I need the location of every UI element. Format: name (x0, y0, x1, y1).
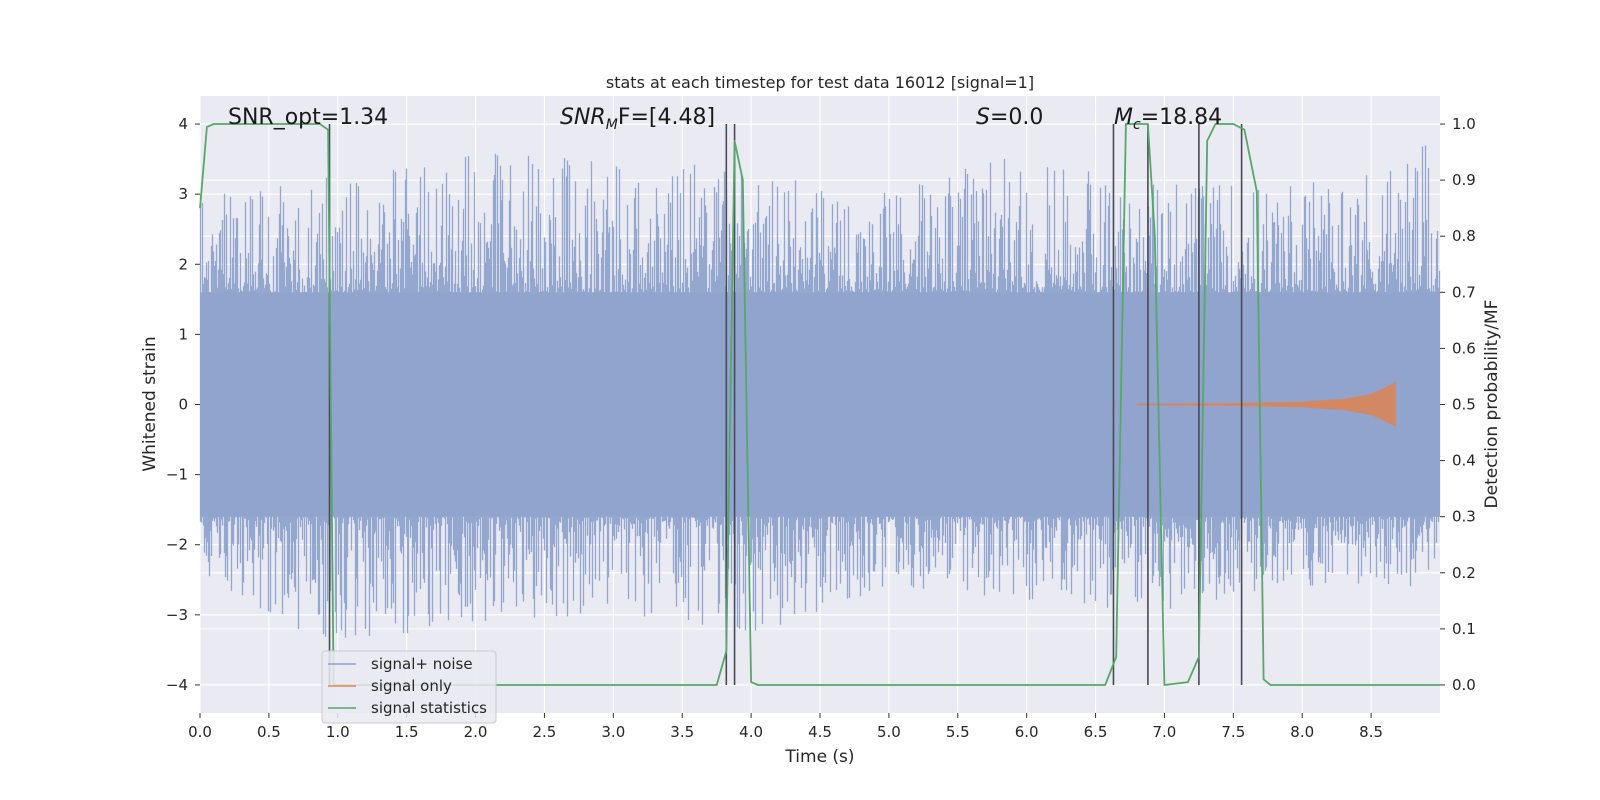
annotation-mc-rest: =18.84 (1141, 105, 1222, 130)
statistics-line (199, 123, 1440, 686)
x-tick-label: 2.5 (533, 723, 557, 741)
chart-title: stats at each timestep for test data 160… (606, 73, 1034, 92)
y-left-tick-label: 2 (178, 255, 188, 273)
annotation-s-main: S (976, 105, 990, 130)
legend: signal+ noise signal only signal statist… (321, 650, 497, 724)
y-right-tick-label: 0.9 (1452, 171, 1476, 189)
x-tick-label: 6.5 (1084, 723, 1108, 741)
y-left-tick-label: 0 (178, 396, 188, 414)
annotation-s: S=0.0 (976, 105, 1043, 130)
annotation-mc: Mc=18.84 (1114, 105, 1222, 133)
y-right-tick-label: 0.3 (1452, 508, 1476, 526)
x-tick-label: 4.0 (739, 723, 763, 741)
y-left-tick-label: −4 (166, 676, 188, 694)
x-tick-label: 1.0 (326, 723, 350, 741)
y-right-tick-label: 0.5 (1452, 396, 1476, 414)
x-tick-label: 1.5 (395, 723, 419, 741)
annotation-s-rest: =0.0 (990, 105, 1043, 130)
vertical-markers (328, 124, 1243, 685)
y-right-tick-label: 0.2 (1452, 564, 1476, 582)
y-axis-right-label: Detection probability/MF (1482, 300, 1502, 509)
x-tick-label: 0.5 (257, 723, 281, 741)
x-tick-label: 8.5 (1359, 723, 1383, 741)
x-tick-label: 4.5 (808, 723, 832, 741)
y-left-tick-label: 1 (178, 325, 188, 343)
statistics-series (199, 123, 1440, 686)
x-tick-label: 3.5 (670, 723, 694, 741)
y-right-tick-label: 1.0 (1452, 115, 1476, 133)
y-right-tick-label: 0.4 (1452, 452, 1476, 470)
annotation-snr-mf-sub: M (606, 117, 618, 133)
annotation-snr-mf-rest: F=[4.48] (618, 105, 715, 130)
y-left-tick-label: 4 (178, 115, 188, 133)
x-tick-label: 3.0 (601, 723, 625, 741)
y-right-tick-label: 0.7 (1452, 283, 1476, 301)
annotation-snr-mf: SNRMF=[4.48] (560, 105, 715, 133)
x-axis-label: Time (s) (784, 747, 854, 767)
y-left-tick-label: 3 (178, 185, 188, 203)
y-axis-left-ticks: 4 3 2 1 0 −1 −2 −3 −4 (166, 115, 200, 694)
y-right-tick-label: 0.1 (1452, 620, 1476, 638)
annotation-mc-sub: c (1133, 117, 1141, 133)
y-left-tick-label: −2 (166, 536, 188, 554)
x-tick-label: 5.5 (946, 723, 970, 741)
legend-label-noise: signal+ noise (371, 655, 473, 673)
legend-label-signal: signal only (371, 677, 452, 695)
x-tick-label: 7.0 (1153, 723, 1177, 741)
annotation-snr-mf-main: SNR (560, 105, 606, 130)
y-right-tick-label: 0.8 (1452, 227, 1476, 245)
legend-label-statistics: signal statistics (371, 699, 487, 717)
x-tick-label: 8.0 (1290, 723, 1314, 741)
signal-series (1136, 382, 1396, 427)
x-tick-label: 5.0 (877, 723, 901, 741)
annotation-snr-opt: SNR_opt=1.34 (228, 105, 388, 130)
y-left-tick-label: −1 (166, 466, 188, 484)
y-left-tick-label: −3 (166, 606, 188, 624)
annotation-mc-main: M (1114, 105, 1133, 130)
x-axis-ticks: 0.0 0.5 1.0 1.5 2.0 2.5 3.0 3.5 4.0 4.5 5.0 5.5 6.0 6… (188, 713, 1383, 741)
x-tick-label: 0.0 (188, 723, 212, 741)
y-axis-right-ticks: 1.0 0.9 0.8 0.7 0.6 0.5 0.4 0.3 0.2 0.1 0.0 (1440, 115, 1476, 694)
legend-box (321, 650, 497, 724)
y-axis-left-label: Whitened strain (140, 336, 160, 471)
x-tick-label: 7.5 (1221, 723, 1245, 741)
y-right-tick-label: 0.0 (1452, 676, 1476, 694)
y-right-tick-label: 0.6 (1452, 339, 1476, 357)
x-tick-label: 6.0 (1015, 723, 1039, 741)
x-tick-label: 2.0 (464, 723, 488, 741)
